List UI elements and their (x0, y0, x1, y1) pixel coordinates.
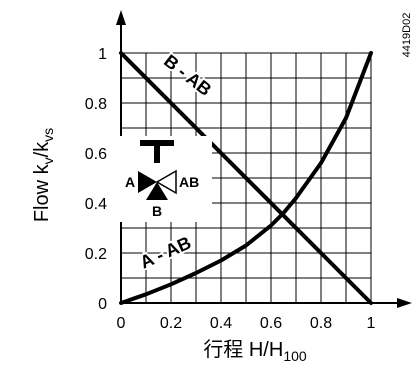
y-axis-title: Flow kv/kvs (31, 128, 56, 222)
y-tick-label: 0.8 (85, 96, 107, 113)
series-label-b-ab: B - AB (160, 51, 215, 100)
y-tick-label: 1 (98, 46, 107, 63)
valve-actuator-icon (140, 140, 174, 163)
series-line-b-ab (119, 51, 373, 305)
x-tick-label: 1 (367, 315, 376, 332)
x-axis-title: 行程 H/H100 (203, 338, 307, 364)
valve-port-a-label: A (125, 174, 135, 190)
x-axis-arrow (397, 298, 412, 308)
x-tick-labels: 0 0.2 0.4 0.6 0.8 1 (117, 315, 376, 332)
y-tick-label: 0 (98, 296, 107, 313)
valve-left-triangle-icon (138, 171, 157, 193)
x-tick-label: 0.8 (310, 315, 332, 332)
x-axis-title-subscript: 100 (283, 348, 307, 364)
y-tick-label: 0.4 (85, 196, 107, 213)
figure-code: 4419D02 (401, 13, 413, 58)
x-tick-label: 0.6 (260, 315, 282, 332)
y-axis-title-sub1: v (40, 157, 56, 164)
series-layer (119, 51, 373, 305)
valve-port-ab-label: AB (179, 174, 199, 190)
x-tick-label: 0.2 (160, 315, 182, 332)
y-axis-title-main: Flow k (31, 163, 53, 222)
y-axis-arrow (116, 10, 126, 25)
y-axis-title-sub2: vs (40, 128, 56, 142)
x-tick-label: 0 (117, 315, 126, 332)
y-tick-label: 0.2 (85, 246, 107, 263)
y-tick-label: 0.6 (85, 146, 107, 163)
three-way-valve-symbol: A AB B (114, 136, 212, 222)
valve-right-triangle-icon (155, 169, 177, 195)
valve-port-b-label: B (152, 203, 162, 219)
x-tick-label: 0.4 (210, 315, 232, 332)
series-line-a-ab (119, 51, 373, 305)
valve-bottom-triangle-icon (146, 182, 168, 200)
x-axis-title-main: 行程 H/H (203, 338, 283, 361)
y-axis-title-mid: /k (31, 141, 53, 158)
y-tick-labels: 0 0.2 0.4 0.6 0.8 1 (85, 46, 107, 313)
